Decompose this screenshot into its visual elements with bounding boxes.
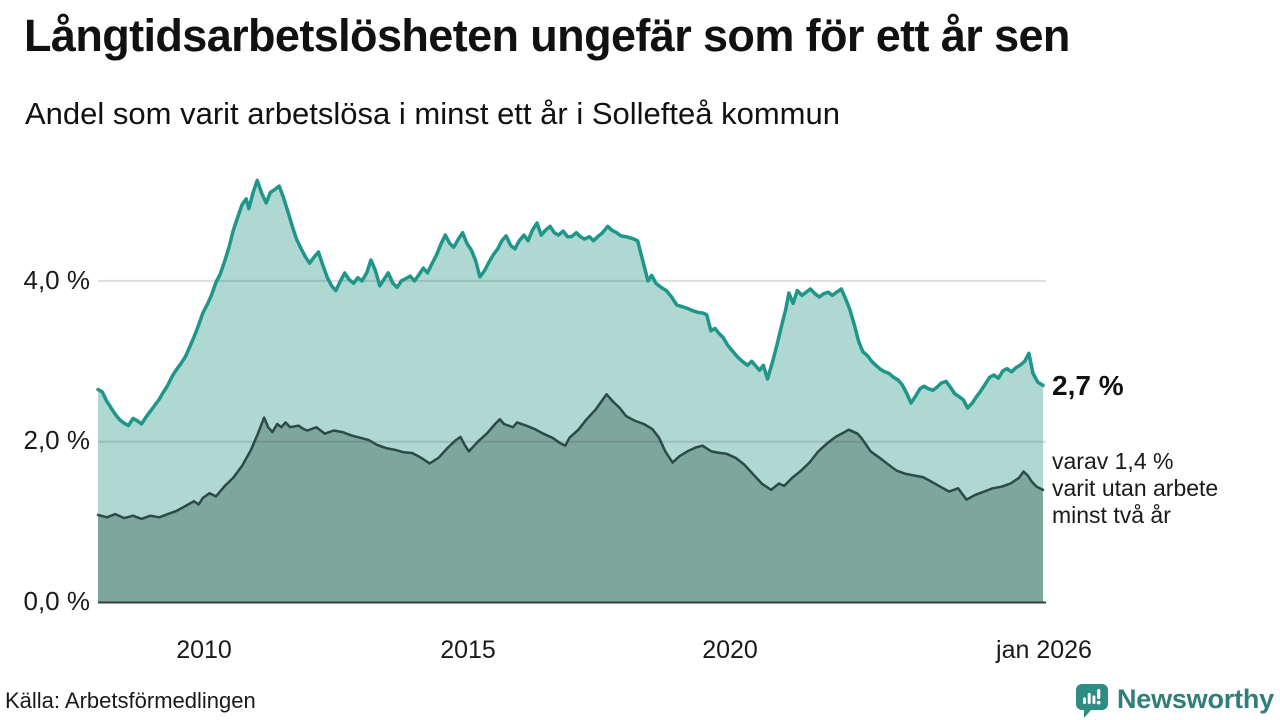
subseries-annotation-line3: minst två år [1052, 502, 1171, 528]
x-axis-tick-2015: 2015 [440, 636, 496, 664]
line-unemployed-one-year [96, 178, 1045, 428]
newsworthy-logo-text: Newsworthy [1116, 684, 1274, 714]
x-axis-tick-2010: 2010 [176, 636, 232, 664]
x-axis-tick-2020: 2020 [702, 636, 758, 664]
latest-value-label: 2,7 % [1052, 370, 1124, 401]
area-fill-unemployed-two-years [98, 394, 1043, 603]
subseries-annotation: varav 1,4 % varit utan arbete minst två … [1052, 448, 1218, 529]
subseries-annotation-line1: varav 1,4 % [1052, 448, 1174, 474]
source-caption: Källa: Arbetsförmedlingen [5, 688, 256, 713]
subseries-annotation-line2: varit utan arbete [1052, 475, 1219, 501]
y-axis-tick-2: 2,0 % [23, 424, 91, 455]
gridlines [98, 279, 1046, 443]
line-unemployed-two-years [96, 393, 1045, 521]
newsworthy-speech-bubble-bar-chart-icon [1075, 684, 1108, 718]
y-axis-tick-4: 4,0 % [23, 264, 91, 295]
x-axis-tick-jan-2026: jan 2026 [996, 636, 1092, 664]
newsworthy-logo: Newsworthy [1072, 681, 1274, 718]
y-axis-tick-0: 0,0 % [23, 585, 91, 616]
page-title: Långtidsarbetslösheten ungefär som för e… [24, 10, 1070, 61]
page-subtitle: Andel som varit arbetslösa i minst ett å… [25, 96, 840, 131]
